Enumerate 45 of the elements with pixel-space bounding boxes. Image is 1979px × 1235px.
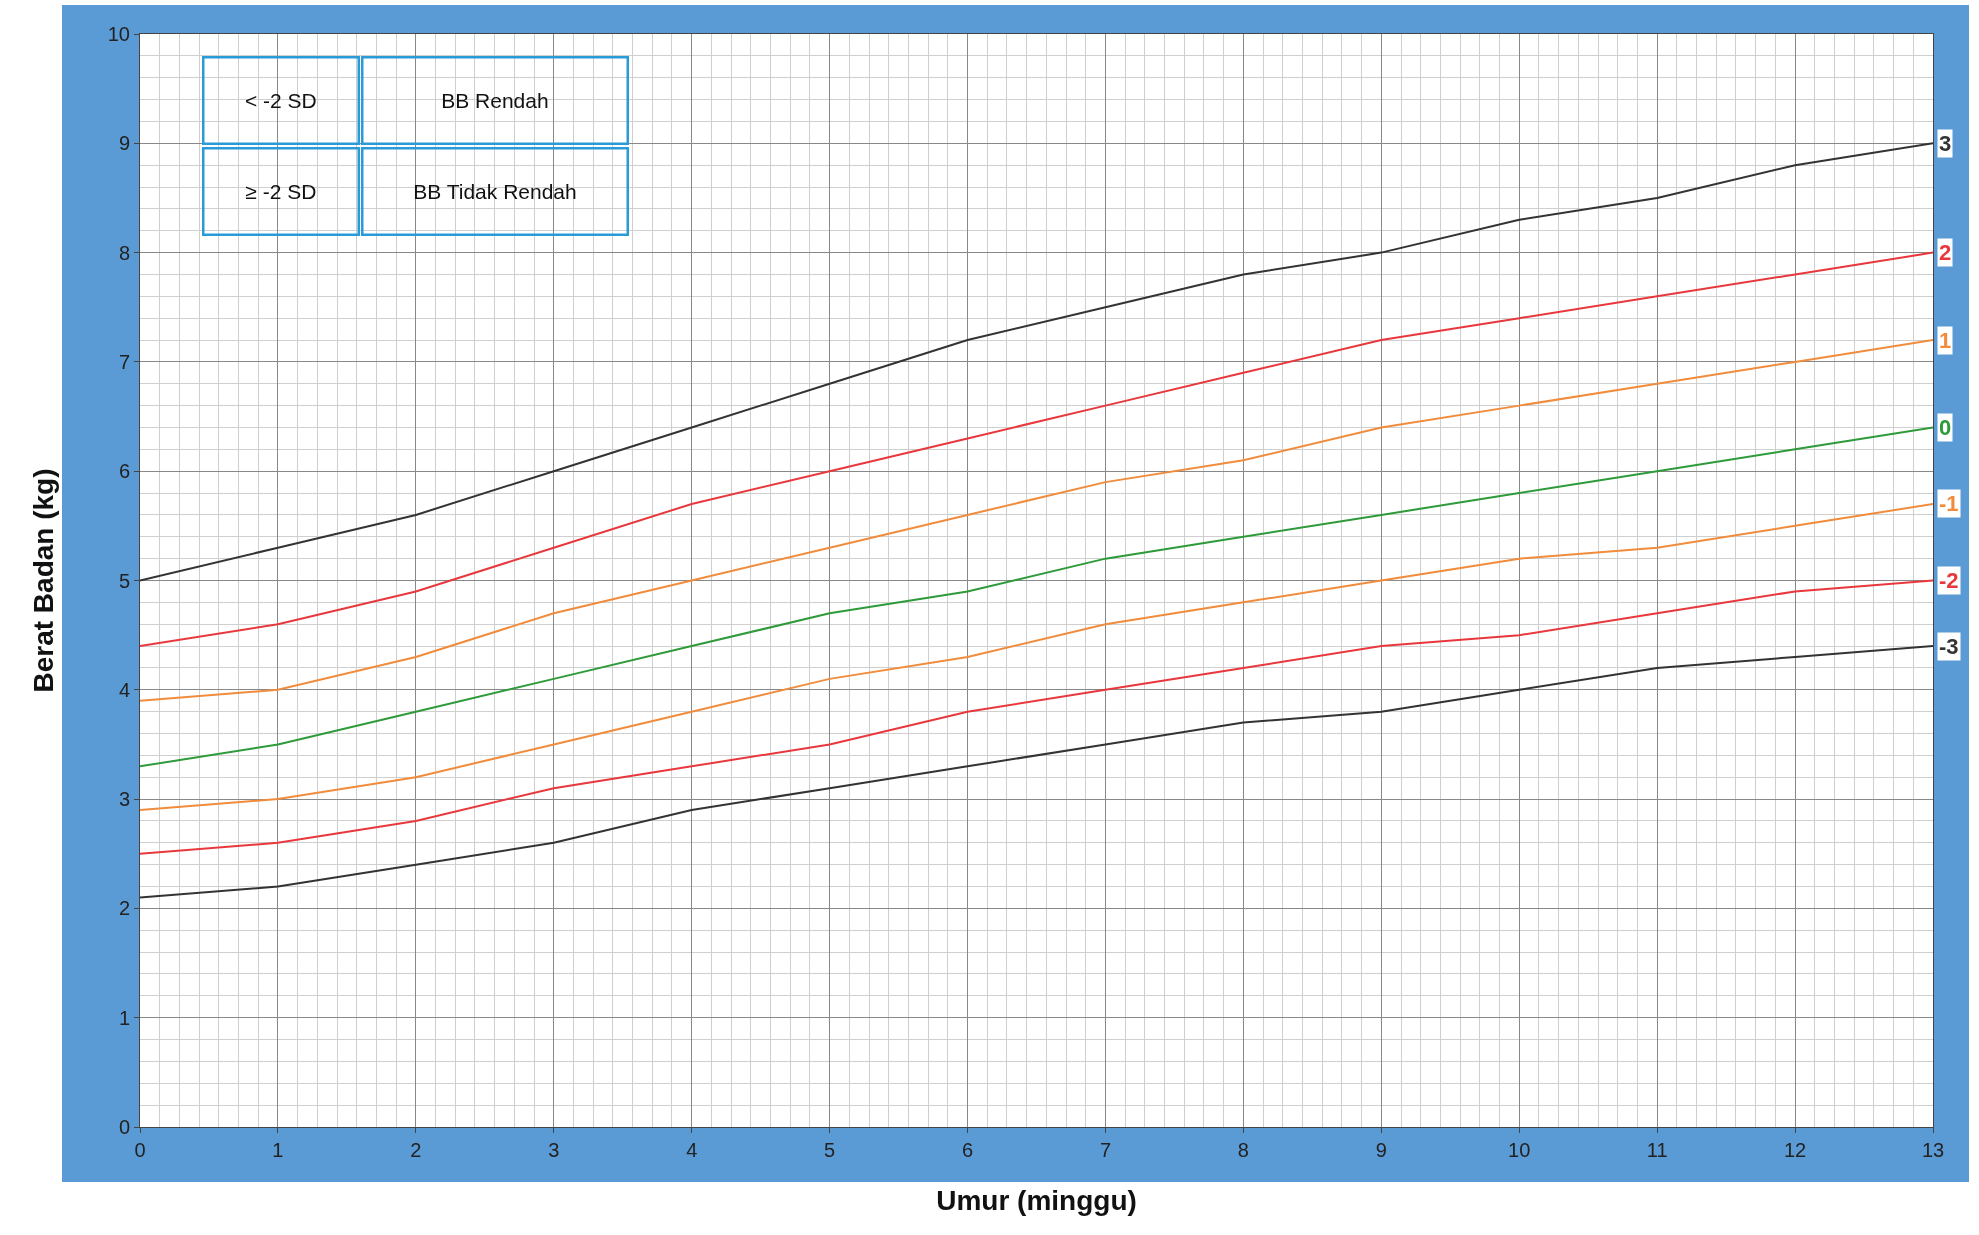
line-series: [140, 142, 1933, 582]
x-tick-label: 1: [272, 1139, 284, 1161]
line-series: [140, 502, 1933, 812]
y-tick-label: 3: [118, 788, 130, 811]
x-tick-label: 8: [1237, 1139, 1249, 1161]
series-label: -1: [1939, 491, 1959, 516]
y-tick-label: 2: [118, 897, 130, 920]
x-tick-label: 10: [1508, 1139, 1531, 1161]
annotation: BB Tidak Rendah: [413, 180, 577, 204]
x-tick-label: 6: [961, 1139, 974, 1161]
y-tick-label: 4: [118, 678, 130, 701]
y-tick-label: 0: [118, 1116, 130, 1138]
annotation: BB Rendah: [441, 89, 549, 113]
x-tick-label: 11: [1646, 1139, 1668, 1161]
y-tick-label: 1: [118, 1006, 130, 1029]
line-series: [140, 645, 1933, 899]
x-axis-title: Umur (minggu): [936, 1185, 1137, 1217]
annotation: ≥ -2 SD: [245, 180, 317, 204]
series-label: 1: [1939, 328, 1952, 353]
line-series: [140, 251, 1933, 648]
x-tick-label: 12: [1783, 1139, 1807, 1161]
series-label: -3: [1939, 634, 1959, 659]
series-label: -2: [1939, 568, 1959, 593]
y-tick-label: 9: [118, 132, 130, 155]
x-tick-label: 0: [134, 1139, 146, 1161]
y-tick-label: 8: [118, 241, 130, 264]
series-label: 2: [1939, 240, 1952, 265]
y-tick-label: 6: [118, 460, 130, 483]
series-label: 0: [1939, 415, 1952, 440]
line-series: [140, 426, 1933, 768]
line-series: [140, 579, 1933, 855]
x-tick-label: 3: [548, 1139, 560, 1161]
x-tick-label: 4: [686, 1139, 698, 1161]
x-tick-label: 5: [824, 1139, 836, 1161]
y-tick-label: 7: [118, 350, 130, 373]
annotation: < -2 SD: [244, 89, 317, 113]
y-axis-title: Berat Badan (kg): [28, 468, 60, 693]
line-series: [140, 339, 1933, 702]
y-tick-label: 5: [118, 569, 130, 592]
x-tick-label: 2: [410, 1139, 422, 1161]
series-label: 3: [1939, 131, 1952, 156]
y-tick-label: 10: [107, 23, 130, 45]
x-tick-label: 13: [1921, 1139, 1945, 1161]
x-tick-label: 9: [1375, 1139, 1387, 1161]
x-tick-label: 7: [1099, 1139, 1112, 1161]
